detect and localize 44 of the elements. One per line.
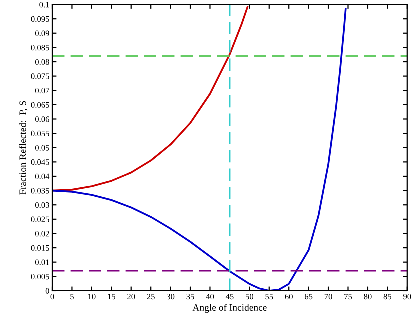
y-tick-label: 0.055 (31, 130, 50, 137)
y-tick-label: 0.085 (31, 45, 50, 51)
x-tick-label: 65 (305, 294, 313, 300)
y-tick-label: 0.005 (31, 274, 50, 280)
x-tick-label: 85 (384, 294, 392, 300)
y-tick-label: 0 (46, 288, 50, 294)
y-tick-label: 0.07 (35, 88, 50, 94)
y-tick-label: 0.08 (35, 59, 50, 66)
y-tick-label: 0.01 (35, 260, 50, 266)
y-tick-label: 0.1 (40, 2, 50, 8)
x-tick-label: 90 (404, 294, 412, 300)
x-tick-label: 30 (167, 294, 175, 300)
x-tick-label: 55 (266, 294, 274, 300)
x-axis-title: Angle of Incidence (192, 304, 267, 314)
x-tick-label: 75 (344, 294, 352, 300)
y-tick-label: 0.03 (35, 202, 50, 208)
x-tick-label: 35 (186, 294, 194, 300)
line-series (52, 8, 347, 291)
x-tick-label: 0 (50, 294, 54, 300)
y-tick-label: 0.09 (35, 30, 50, 36)
y-tick-label: 0.075 (31, 74, 50, 80)
x-tick-label: 20 (128, 294, 136, 300)
y-tick-label: 0.04 (35, 174, 50, 180)
x-tick-label: 10 (88, 294, 96, 300)
y-tick-label: 0.045 (31, 160, 50, 166)
y-axis-title: Fraction Reflected: P, S (19, 101, 28, 195)
y-tick-label: 0.015 (31, 245, 50, 252)
x-tick-label: 5 (70, 294, 74, 300)
x-tick-label: 80 (364, 294, 372, 300)
x-tick-label: 25 (147, 294, 155, 300)
line-series (52, 6, 249, 192)
y-tick-label: 0.02 (35, 231, 50, 237)
x-tick-label: 70 (324, 294, 332, 300)
x-tick-label: 45 (226, 294, 234, 300)
y-tick-label: 0.065 (31, 102, 50, 108)
y-tick-label: 0.025 (31, 216, 50, 222)
x-tick-label: 15 (108, 294, 116, 300)
x-tick-label: 40 (206, 294, 214, 300)
y-tick-label: 0.035 (31, 188, 50, 194)
x-tick-label: 50 (246, 294, 254, 300)
y-tick-label: 0.06 (35, 116, 50, 122)
x-tick-label: 60 (285, 294, 293, 300)
y-tick-label: 0.05 (35, 145, 50, 151)
y-tick-label: 0.095 (31, 16, 50, 22)
